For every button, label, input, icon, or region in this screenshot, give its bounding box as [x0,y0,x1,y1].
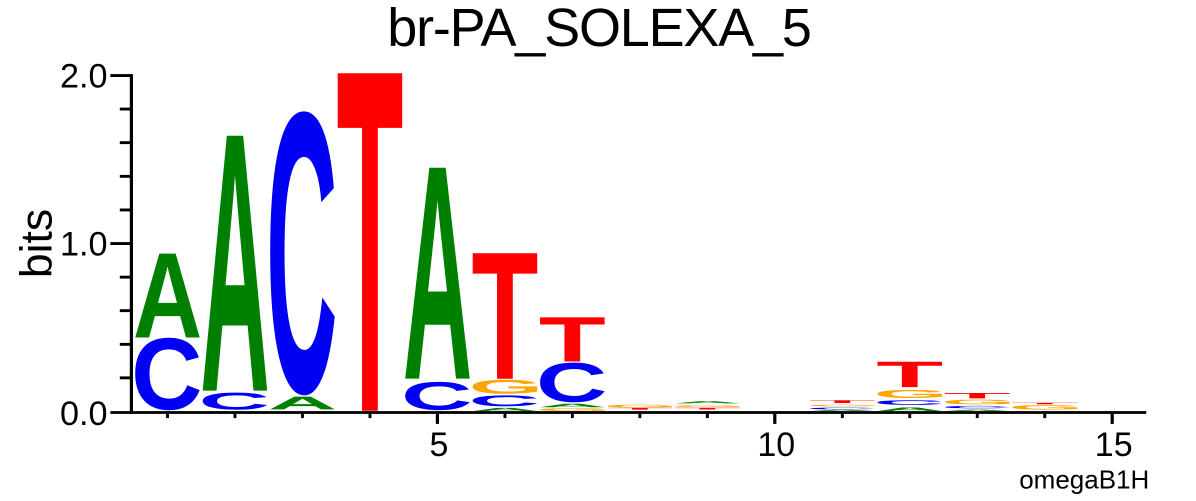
svg-text:bits: bits [13,209,62,278]
svg-text:0.0: 0.0 [60,395,108,433]
svg-text:br-PA_SOLEXA_5: br-PA_SOLEXA_5 [387,0,810,58]
svg-text:10: 10 [757,426,795,464]
svg-text:omegaB1H: omegaB1H [1019,465,1149,495]
svg-text:2.0: 2.0 [60,58,108,96]
svg-text:15: 15 [1095,426,1133,464]
svg-text:5: 5 [429,426,448,464]
svg-text:1.0: 1.0 [60,226,108,264]
